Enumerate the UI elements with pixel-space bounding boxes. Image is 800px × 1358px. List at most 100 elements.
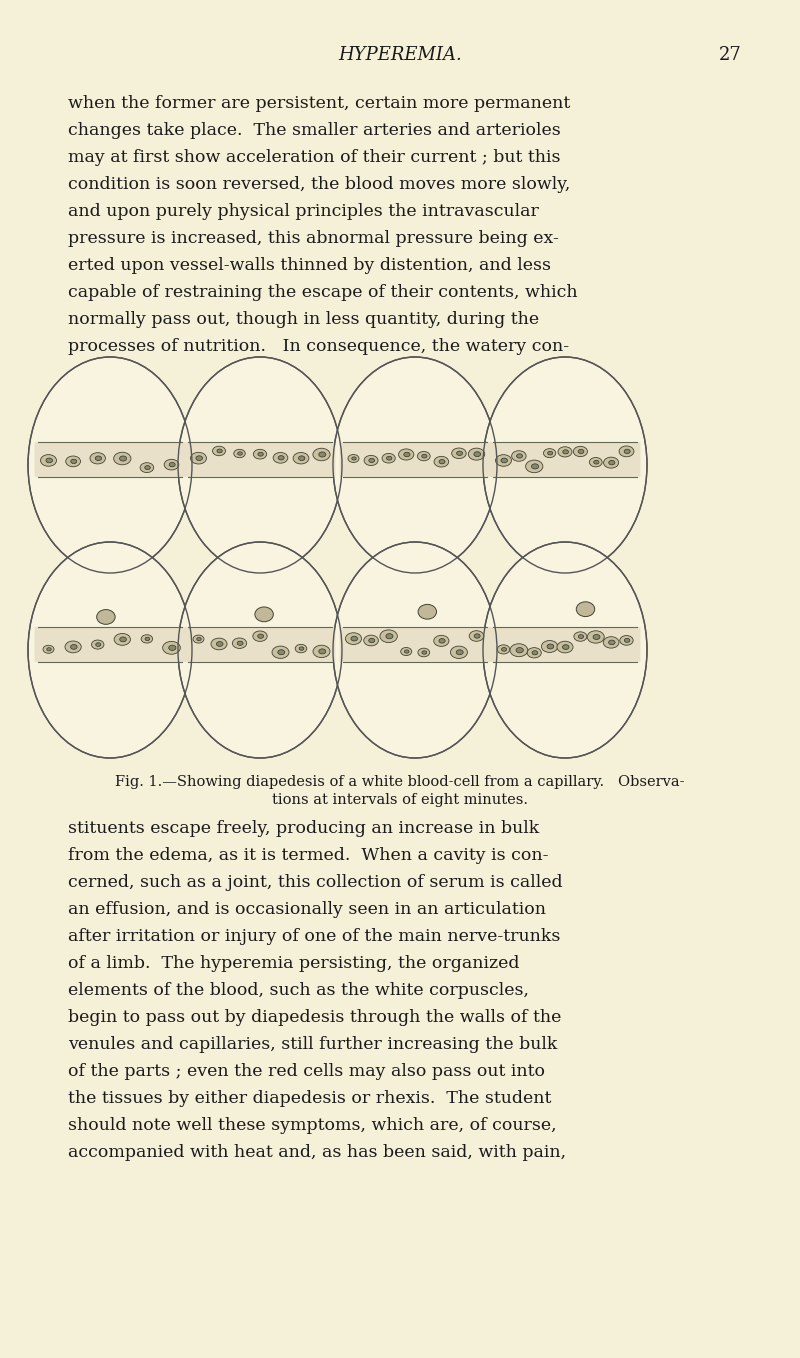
- Ellipse shape: [517, 454, 522, 458]
- Ellipse shape: [293, 452, 309, 464]
- Ellipse shape: [333, 357, 497, 573]
- Ellipse shape: [272, 646, 289, 659]
- Ellipse shape: [434, 636, 449, 646]
- Ellipse shape: [587, 630, 604, 644]
- Ellipse shape: [258, 452, 263, 456]
- Ellipse shape: [114, 633, 130, 645]
- Ellipse shape: [574, 447, 587, 456]
- Ellipse shape: [527, 648, 542, 657]
- FancyBboxPatch shape: [490, 627, 641, 661]
- Ellipse shape: [217, 641, 223, 646]
- Ellipse shape: [542, 641, 558, 652]
- Ellipse shape: [41, 455, 57, 466]
- Ellipse shape: [558, 447, 572, 456]
- Ellipse shape: [483, 542, 647, 758]
- Ellipse shape: [169, 463, 175, 467]
- Ellipse shape: [278, 649, 285, 655]
- Ellipse shape: [145, 466, 150, 470]
- Ellipse shape: [46, 648, 51, 650]
- Ellipse shape: [386, 634, 393, 638]
- Text: venules and capillaries, still further increasing the bulk: venules and capillaries, still further i…: [68, 1036, 558, 1052]
- Ellipse shape: [401, 648, 412, 656]
- Ellipse shape: [299, 646, 304, 650]
- Ellipse shape: [140, 463, 154, 473]
- Ellipse shape: [531, 464, 538, 469]
- Ellipse shape: [333, 542, 497, 758]
- Text: after irritation or injury of one of the main nerve-trunks: after irritation or injury of one of the…: [68, 928, 560, 945]
- Ellipse shape: [70, 645, 77, 649]
- Ellipse shape: [298, 456, 305, 460]
- Ellipse shape: [450, 646, 467, 659]
- Ellipse shape: [273, 452, 288, 463]
- Ellipse shape: [418, 451, 430, 460]
- Ellipse shape: [547, 644, 554, 649]
- Ellipse shape: [495, 455, 511, 466]
- Ellipse shape: [313, 645, 330, 657]
- Ellipse shape: [548, 451, 553, 455]
- Ellipse shape: [593, 634, 600, 640]
- Ellipse shape: [213, 447, 226, 456]
- Ellipse shape: [578, 449, 584, 454]
- FancyBboxPatch shape: [339, 443, 490, 477]
- Ellipse shape: [211, 638, 227, 649]
- Ellipse shape: [594, 460, 599, 464]
- Ellipse shape: [91, 640, 104, 649]
- Text: an effusion, and is occasionally seen in an articulation: an effusion, and is occasionally seen in…: [68, 900, 546, 918]
- Ellipse shape: [498, 645, 510, 655]
- Ellipse shape: [255, 607, 274, 622]
- Ellipse shape: [238, 641, 243, 645]
- Ellipse shape: [96, 642, 101, 646]
- Ellipse shape: [576, 602, 594, 617]
- Text: Fig. 1.—Showing diapedesis of a white blood-cell from a capillary.   Observa-: Fig. 1.—Showing diapedesis of a white bl…: [115, 775, 685, 789]
- Ellipse shape: [603, 458, 618, 469]
- Ellipse shape: [603, 637, 619, 648]
- Ellipse shape: [439, 638, 445, 644]
- Ellipse shape: [386, 456, 392, 460]
- Ellipse shape: [405, 650, 409, 653]
- Ellipse shape: [422, 650, 426, 655]
- Ellipse shape: [346, 633, 362, 645]
- Ellipse shape: [318, 649, 326, 655]
- Text: erted upon vessel-walls thinned by distention, and less: erted upon vessel-walls thinned by diste…: [68, 257, 551, 274]
- Ellipse shape: [468, 448, 485, 460]
- FancyBboxPatch shape: [490, 443, 641, 477]
- Ellipse shape: [380, 630, 398, 642]
- Ellipse shape: [217, 449, 222, 452]
- Ellipse shape: [348, 455, 359, 463]
- Ellipse shape: [318, 452, 326, 458]
- Ellipse shape: [145, 637, 150, 641]
- Ellipse shape: [114, 452, 131, 464]
- Ellipse shape: [234, 449, 246, 458]
- Ellipse shape: [474, 634, 480, 638]
- Ellipse shape: [456, 649, 463, 655]
- Ellipse shape: [474, 452, 481, 456]
- Ellipse shape: [120, 637, 126, 642]
- Ellipse shape: [169, 645, 176, 650]
- Ellipse shape: [258, 634, 263, 638]
- Text: 27: 27: [718, 46, 742, 64]
- Ellipse shape: [418, 604, 437, 619]
- Ellipse shape: [65, 641, 82, 653]
- Text: of the parts ; even the red cells may also pass out into: of the parts ; even the red cells may al…: [68, 1063, 545, 1080]
- Ellipse shape: [43, 645, 54, 653]
- Ellipse shape: [422, 455, 427, 458]
- Text: when the former are persistent, certain more permanent: when the former are persistent, certain …: [68, 95, 570, 111]
- Text: begin to pass out by diapedesis through the walls of the: begin to pass out by diapedesis through …: [68, 1009, 562, 1027]
- Text: condition is soon reversed, the blood moves more slowly,: condition is soon reversed, the blood mo…: [68, 177, 570, 193]
- Ellipse shape: [90, 452, 106, 464]
- Ellipse shape: [620, 636, 633, 645]
- Ellipse shape: [532, 650, 538, 655]
- Ellipse shape: [619, 445, 634, 456]
- Ellipse shape: [434, 456, 449, 467]
- Ellipse shape: [295, 644, 307, 653]
- Ellipse shape: [162, 641, 180, 655]
- Text: and upon purely physical principles the intravascular: and upon purely physical principles the …: [68, 202, 539, 220]
- Text: should note well these symptoms, which are, of course,: should note well these symptoms, which a…: [68, 1118, 557, 1134]
- Text: elements of the blood, such as the white corpuscles,: elements of the blood, such as the white…: [68, 982, 529, 999]
- Text: processes of nutrition.   In consequence, the watery con-: processes of nutrition. In consequence, …: [68, 338, 569, 354]
- Ellipse shape: [254, 449, 266, 459]
- FancyBboxPatch shape: [185, 627, 335, 661]
- FancyBboxPatch shape: [34, 443, 186, 477]
- Ellipse shape: [382, 454, 395, 463]
- Ellipse shape: [190, 452, 206, 464]
